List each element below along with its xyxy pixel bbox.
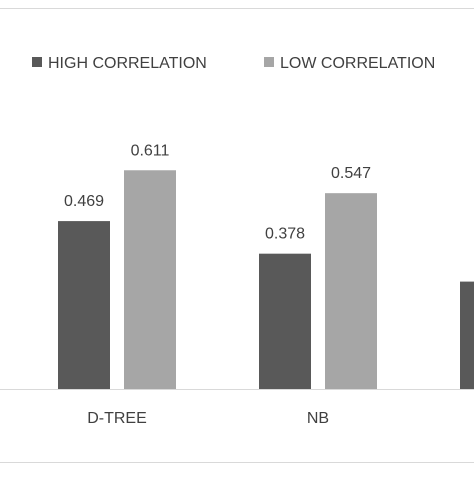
category-labels-group: D-TREE NB <box>87 410 329 427</box>
value-label: 0.611 <box>131 142 170 159</box>
legend: HIGH CORRELATION LOW CORRELATION <box>32 55 435 72</box>
category-label-nb: NB <box>307 410 329 427</box>
legend-label-low-correlation: LOW CORRELATION <box>280 55 435 72</box>
bars-group <box>58 170 474 389</box>
bar-high-correlation-d-tree <box>58 221 110 389</box>
legend-swatch-high-correlation <box>32 57 42 67</box>
bar-low-correlation-d-tree <box>124 170 176 389</box>
value-label: 0.547 <box>331 165 371 182</box>
value-label: 0.378 <box>265 226 305 243</box>
bar-high-correlation-0 <box>460 281 474 389</box>
legend-swatch-low-correlation <box>264 57 274 67</box>
bar-low-correlation-nb <box>325 193 377 389</box>
value-label: 0.469 <box>64 193 104 210</box>
bar-high-correlation-nb <box>259 253 311 389</box>
category-label-d-tree: D-TREE <box>87 410 147 427</box>
legend-label-high-correlation: HIGH CORRELATION <box>48 55 207 72</box>
